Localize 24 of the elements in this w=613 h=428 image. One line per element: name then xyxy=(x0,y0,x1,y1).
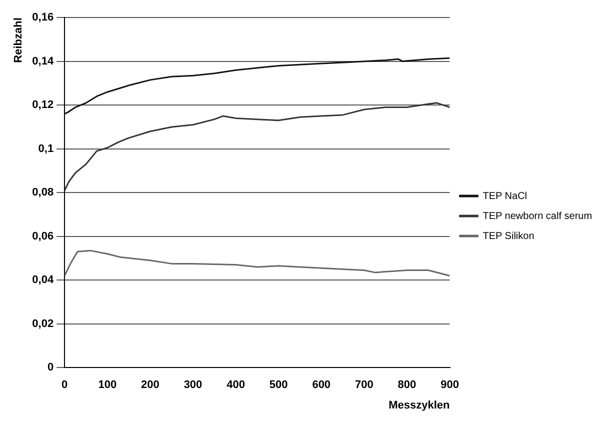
x-tick-label: 800 xyxy=(398,379,416,392)
x-tick-label: 200 xyxy=(141,379,160,392)
x-tick-label: 900 xyxy=(440,379,459,392)
legend-label: TEP newborn calf serum xyxy=(482,210,592,222)
x-tick-label: 700 xyxy=(354,379,374,392)
x-tick-label: 100 xyxy=(98,379,117,392)
x-tick-label: 600 xyxy=(312,379,331,392)
y-tick-label: 0,1 xyxy=(38,142,54,155)
y-tick-label: 0,14 xyxy=(32,55,54,68)
y-tick-label: 0,04 xyxy=(32,274,54,286)
legend-label: TEP NaCl xyxy=(482,190,528,202)
y-tick-label: 0,02 xyxy=(32,318,54,330)
y-tick-label: 0,06 xyxy=(32,230,54,242)
y-tick-label: 0,08 xyxy=(32,186,54,199)
y-tick-label: 0,12 xyxy=(32,99,54,112)
x-tick-label: 0 xyxy=(62,379,68,392)
y-axis-title: Reibzahl xyxy=(12,18,25,63)
x-axis-title: Messzyklen xyxy=(388,399,450,412)
x-tick-label: 400 xyxy=(226,379,245,392)
y-tick-label: 0 xyxy=(47,362,54,374)
x-tick-label: 500 xyxy=(269,379,288,392)
y-tick-label: 0,16 xyxy=(32,12,54,24)
legend-label: TEP Silikon xyxy=(482,230,534,242)
x-tick-label: 300 xyxy=(184,379,202,392)
